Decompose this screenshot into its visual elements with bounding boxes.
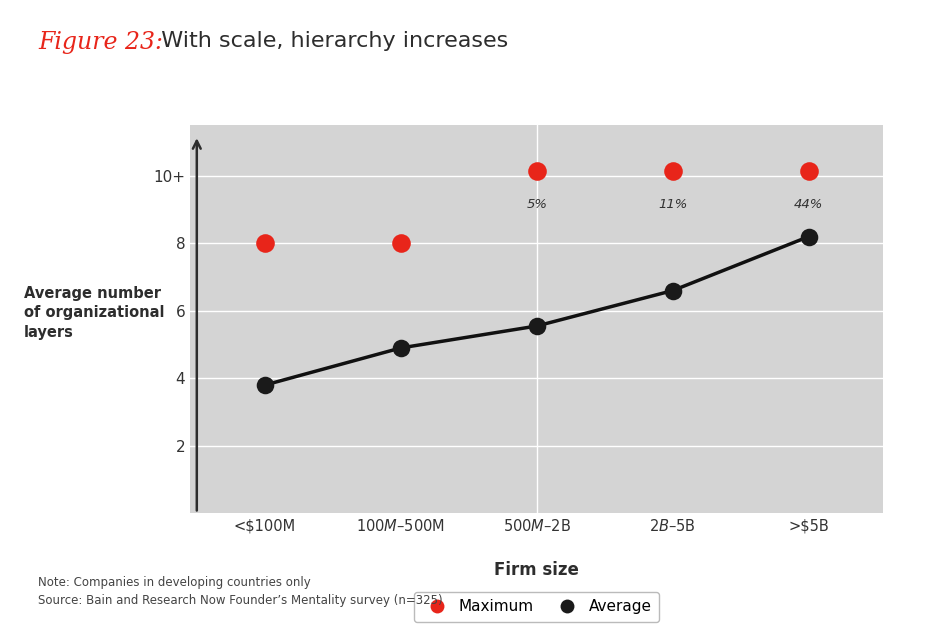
Text: With scale, hierarchy increases: With scale, hierarchy increases <box>147 31 508 51</box>
Text: 44%: 44% <box>794 198 824 211</box>
Point <box>393 239 408 249</box>
Legend: Maximum, Average: Maximum, Average <box>414 592 659 622</box>
Point <box>801 166 816 176</box>
Point <box>529 321 544 331</box>
Point <box>801 232 816 242</box>
Point <box>393 343 408 353</box>
Point <box>257 380 273 390</box>
Text: Average number
of organizational
layers: Average number of organizational layers <box>24 285 164 341</box>
Text: Figure 23:: Figure 23: <box>38 31 163 54</box>
Text: Firm size: Firm size <box>494 560 580 578</box>
Point <box>665 285 680 295</box>
Point <box>665 166 680 176</box>
Point <box>529 166 544 176</box>
Text: Note: Companies in developing countries only
Source: Bain and Research Now Found: Note: Companies in developing countries … <box>38 576 443 607</box>
Text: 5%: 5% <box>526 198 547 211</box>
Text: 11%: 11% <box>658 198 688 211</box>
Point <box>257 239 273 249</box>
